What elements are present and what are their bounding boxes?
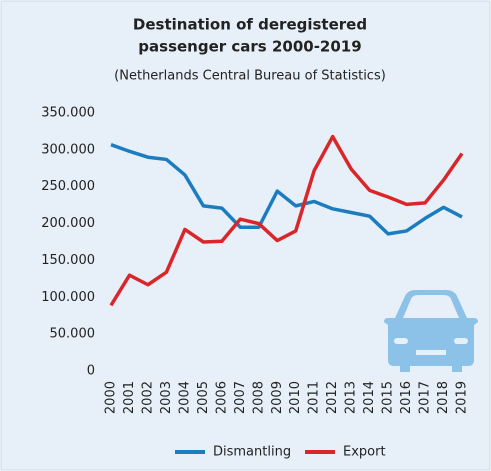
x-tick-label: 2012	[325, 381, 340, 414]
car-icon	[384, 290, 478, 372]
x-tick-label: 2008	[251, 381, 266, 414]
x-tick-label: 2016	[399, 381, 414, 414]
y-tick-label: 100.000	[41, 290, 95, 305]
x-tick-label: 2001	[122, 381, 137, 414]
x-tick-label: 2019	[455, 381, 470, 414]
data-line	[110, 143, 463, 236]
chart-subtitle: (Netherlands Central Bureau of Statistic…	[114, 69, 386, 84]
x-tick-label: 2018	[436, 381, 451, 414]
x-tick-label: 2017	[418, 381, 433, 414]
legend-label: Export	[343, 445, 386, 460]
chart-title: Destination of deregistered	[133, 16, 367, 34]
chart-title: passenger cars 2000-2019	[138, 38, 361, 56]
x-tick-label: 2010	[288, 381, 303, 414]
legend-label: Dismantling	[213, 445, 291, 460]
x-tick-label: 2006	[214, 381, 229, 414]
data-line	[109, 134, 464, 307]
x-tick-label: 2015	[381, 381, 396, 414]
y-tick-label: 150.000	[41, 253, 95, 268]
x-tick-label: 2007	[233, 381, 248, 414]
y-tick-label: 50.000	[50, 327, 96, 342]
x-tick-label: 2013	[344, 381, 359, 414]
y-tick-label: 200.000	[41, 216, 95, 231]
x-tick-label: 2003	[159, 381, 174, 414]
x-tick-label: 2002	[140, 381, 155, 414]
x-tick-label: 2004	[177, 381, 192, 414]
y-tick-label: 250.000	[41, 179, 95, 194]
y-tick-label: 0	[87, 364, 95, 379]
y-tick-label: 350.000	[41, 106, 95, 121]
y-tick-label: 300.000	[41, 142, 95, 157]
x-tick-label: 2014	[362, 381, 377, 414]
x-tick-label: 2005	[196, 381, 211, 414]
x-tick-label: 2011	[307, 381, 322, 414]
x-tick-label: 2009	[270, 381, 285, 414]
x-tick-label: 2000	[104, 381, 119, 414]
